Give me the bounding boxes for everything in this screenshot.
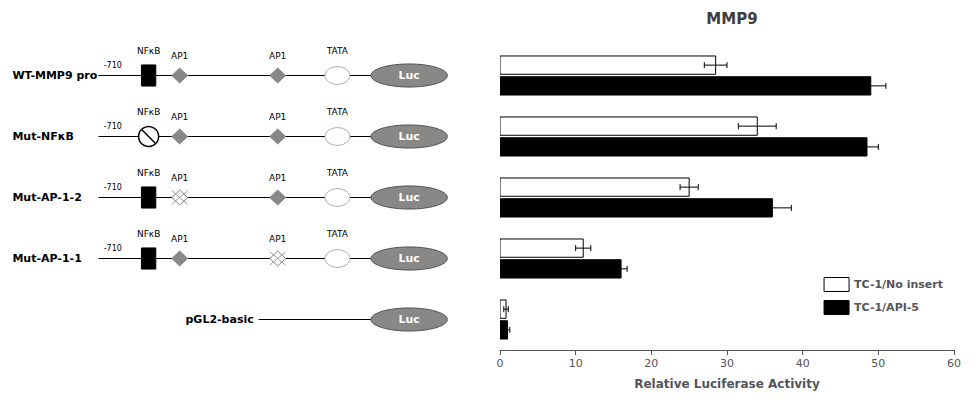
svg-text:NFκB: NFκB — [137, 107, 160, 117]
svg-text:TATA: TATA — [326, 107, 349, 117]
svg-text:Luc: Luc — [398, 69, 419, 82]
svg-text:TC-1/API-5: TC-1/API-5 — [854, 301, 919, 314]
svg-text:-710: -710 — [104, 61, 122, 70]
svg-text:NFκB: NFκB — [137, 229, 160, 239]
svg-text:50: 50 — [871, 357, 885, 370]
svg-text:AP1: AP1 — [269, 173, 286, 183]
svg-text:AP1: AP1 — [269, 51, 286, 61]
svg-text:20: 20 — [644, 357, 658, 370]
svg-text:TATA: TATA — [326, 229, 349, 239]
svg-text:Luc: Luc — [398, 313, 419, 326]
svg-text:WT-MMP9 pro: WT-MMP9 pro — [12, 69, 97, 82]
svg-text:TATA: TATA — [326, 46, 349, 56]
svg-text:10: 10 — [569, 357, 583, 370]
svg-text:40: 40 — [796, 357, 810, 370]
svg-text:NFκB: NFκB — [137, 168, 160, 178]
svg-text:Luc: Luc — [398, 252, 419, 265]
svg-text:Mut-AP-1-1: Mut-AP-1-1 — [12, 252, 81, 265]
svg-text:30: 30 — [720, 357, 734, 370]
svg-text:-710: -710 — [104, 122, 122, 131]
svg-text:Mut-NFκB: Mut-NFκB — [12, 130, 74, 143]
svg-text:Luc: Luc — [398, 130, 419, 143]
svg-text:Luc: Luc — [398, 191, 419, 204]
svg-text:AP1: AP1 — [171, 234, 188, 244]
svg-text:AP1: AP1 — [269, 112, 286, 122]
svg-text:MMP9: MMP9 — [706, 10, 757, 28]
svg-text:AP1: AP1 — [171, 112, 188, 122]
svg-text:AP1: AP1 — [171, 173, 188, 183]
svg-text:Relative Luciferase Activity: Relative Luciferase Activity — [634, 377, 820, 391]
svg-text:NFκB: NFκB — [137, 46, 160, 56]
svg-text:TC-1/No insert: TC-1/No insert — [854, 278, 943, 291]
svg-text:0: 0 — [497, 357, 504, 370]
svg-text:60: 60 — [947, 357, 961, 370]
svg-text:TATA: TATA — [326, 168, 349, 178]
svg-text:AP1: AP1 — [171, 51, 188, 61]
svg-text:AP1: AP1 — [269, 234, 286, 244]
svg-text:pGL2-basic: pGL2-basic — [185, 313, 253, 326]
svg-text:-710: -710 — [104, 244, 122, 253]
svg-text:-710: -710 — [104, 183, 122, 192]
svg-text:Mut-AP-1-2: Mut-AP-1-2 — [12, 191, 81, 204]
